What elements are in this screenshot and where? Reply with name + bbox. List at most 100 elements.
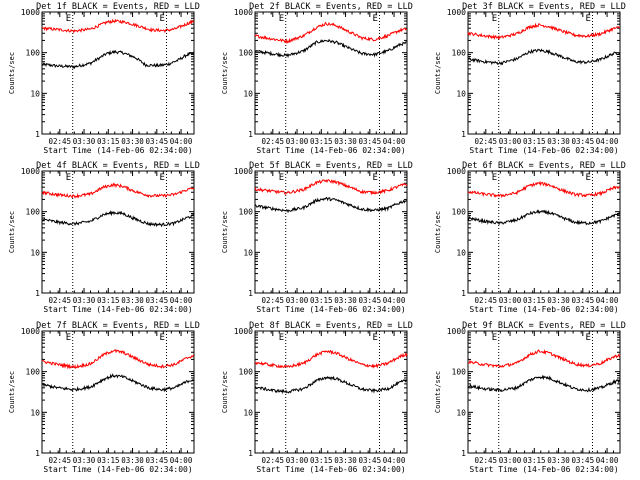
y-axis-label: Counts/sec — [8, 52, 16, 94]
x-tick-label: 02:45 — [48, 456, 71, 465]
chart-title: Det 8f BLACK = Events, RED = LLD — [249, 321, 413, 331]
y-axis-label: Counts/sec — [434, 211, 442, 253]
y-tick-label: 10 — [30, 248, 40, 257]
chart-title: Det 2f BLACK = Events, RED = LLD — [249, 2, 413, 12]
y-tick-label: 100 — [452, 208, 467, 217]
x-tick-label: 03:30 — [334, 296, 357, 305]
y-tick-label: 1000 — [447, 8, 466, 17]
x-tick-label: 03:30 — [73, 456, 96, 465]
x-tick-label: 03:15 — [310, 137, 333, 146]
y-tick-label: 100 — [452, 49, 467, 58]
x-tick-label: 04:00 — [170, 137, 193, 146]
plot-frame — [41, 170, 195, 294]
event-marker-label: E — [160, 173, 165, 183]
plot-frame — [467, 330, 621, 454]
x-tick-label: 03:15 — [523, 456, 546, 465]
event-marker-label: E — [160, 14, 165, 24]
x-tick-label: 03:30 — [73, 296, 96, 305]
series-line-events — [467, 374, 621, 393]
x-tick-label: 03:45 — [359, 296, 382, 305]
x-tick-label: 03:45 — [572, 137, 595, 146]
plot-frame — [254, 330, 408, 454]
x-tick-label: 03:30 — [121, 296, 144, 305]
y-tick-label: 1000 — [447, 327, 466, 336]
event-marker-label: E — [66, 173, 71, 183]
chart-title: Det 3f BLACK = Events, RED = LLD — [462, 2, 626, 12]
x-tick-label: 04:00 — [596, 296, 619, 305]
x-tick-label: 03:30 — [334, 456, 357, 465]
chart-title: Det 5f BLACK = Events, RED = LLD — [249, 161, 413, 171]
y-tick-label: 10 — [456, 248, 466, 257]
y-tick-label: 1 — [461, 449, 466, 458]
chart-title: Det 4f BLACK = Events, RED = LLD — [36, 161, 200, 171]
y-tick-label: 10 — [243, 89, 253, 98]
series-line-events — [254, 196, 408, 214]
series-line-lld — [41, 18, 195, 34]
chart-panel-4: Det 4f BLACK = Events, RED = LLD 1 10 100 10… — [8, 161, 200, 314]
y-axis-label: Counts/sec — [8, 211, 16, 253]
plot-frame — [41, 11, 195, 135]
x-tick-label: 03:00 — [499, 456, 522, 465]
plot-frame — [254, 170, 408, 294]
event-marker-label: E — [373, 333, 378, 343]
chart-panel-2: Det 2f BLACK = Events, RED = LLD 1 10 100 10… — [221, 2, 413, 155]
event-marker-label: E — [492, 333, 497, 343]
x-tick-label: 03:15 — [310, 456, 333, 465]
series-line-lld — [254, 349, 408, 369]
chart-panel-5: Det 5f BLACK = Events, RED = LLD 1 10 100 10… — [221, 161, 413, 314]
series-line-lld — [467, 180, 621, 199]
series-line-events — [41, 49, 195, 70]
y-tick-label: 1 — [248, 130, 253, 139]
event-marker-label: E — [586, 14, 591, 24]
series-line-events — [254, 375, 408, 395]
x-tick-label: 02:45 — [474, 456, 497, 465]
y-tick-label: 1000 — [21, 167, 40, 176]
series-line-events — [467, 209, 621, 226]
series-line-lld — [467, 348, 621, 369]
y-tick-label: 100 — [452, 368, 467, 377]
event-marker-label: E — [160, 333, 165, 343]
y-axis-label: Counts/sec — [434, 371, 442, 413]
x-axis-label: Start Time (14-Feb-06 02:34:00) — [43, 305, 192, 314]
chart-panel-1: Det 1f BLACK = Events, RED = LLD 1 10 100 10… — [8, 2, 200, 155]
x-tick-label: 02:45 — [261, 296, 284, 305]
plot-frame — [254, 11, 408, 135]
x-axis-label: Start Time (14-Feb-06 02:34:00) — [469, 305, 618, 314]
x-axis-label: Start Time (14-Feb-06 02:34:00) — [43, 465, 192, 474]
series-line-lld — [41, 182, 195, 199]
x-tick-label: 03:15 — [97, 137, 120, 146]
y-tick-label: 10 — [243, 408, 253, 417]
y-tick-label: 1 — [35, 449, 40, 458]
x-tick-label: 02:45 — [261, 456, 284, 465]
x-axis-label: Start Time (14-Feb-06 02:34:00) — [469, 146, 618, 155]
x-axis-label: Start Time (14-Feb-06 02:34:00) — [43, 146, 192, 155]
y-tick-label: 1 — [248, 449, 253, 458]
x-tick-label: 03:45 — [146, 137, 169, 146]
chart-title: Det 7f BLACK = Events, RED = LLD — [36, 321, 200, 331]
x-tick-label: 03:15 — [310, 296, 333, 305]
y-tick-label: 1 — [35, 130, 40, 139]
y-tick-label: 100 — [239, 208, 254, 217]
event-marker-label: E — [373, 14, 378, 24]
chart-panel-3: Det 3f BLACK = Events, RED = LLD 1 10 100 10… — [434, 2, 626, 155]
chart-title: Det 9f BLACK = Events, RED = LLD — [462, 321, 626, 331]
y-axis-label: Counts/sec — [221, 371, 229, 413]
y-tick-label: 1000 — [21, 8, 40, 17]
x-tick-label: 03:45 — [146, 456, 169, 465]
x-tick-label: 04:00 — [170, 456, 193, 465]
series-line-events — [467, 48, 621, 66]
x-tick-label: 03:15 — [523, 296, 546, 305]
x-tick-label: 03:15 — [97, 296, 120, 305]
x-tick-label: 03:30 — [547, 456, 570, 465]
x-tick-label: 02:45 — [48, 296, 71, 305]
x-axis-label: Start Time (14-Feb-06 02:34:00) — [256, 465, 405, 474]
x-axis-label: Start Time (14-Feb-06 02:34:00) — [256, 146, 405, 155]
y-tick-label: 10 — [456, 408, 466, 417]
y-tick-label: 1000 — [234, 167, 253, 176]
x-tick-label: 02:45 — [474, 296, 497, 305]
x-tick-label: 03:45 — [359, 456, 382, 465]
event-marker-label: E — [492, 14, 497, 24]
x-tick-label: 03:00 — [286, 137, 309, 146]
x-tick-label: 03:30 — [121, 137, 144, 146]
x-tick-label: 04:00 — [383, 296, 406, 305]
